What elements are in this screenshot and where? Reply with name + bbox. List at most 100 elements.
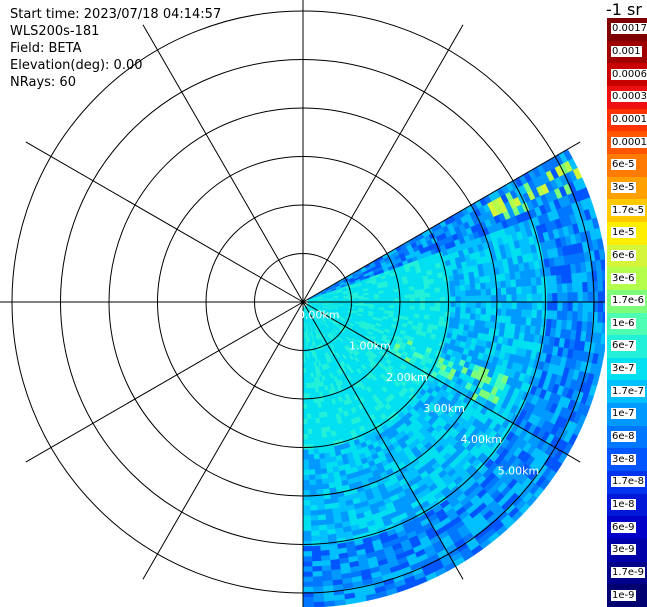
data-cell (597, 312, 604, 324)
data-cell (561, 283, 568, 294)
data-cell (550, 275, 558, 285)
range-label: 3.00km (423, 402, 465, 415)
data-cell (460, 296, 467, 303)
data-cell (309, 499, 318, 506)
data-cell (572, 311, 579, 322)
data-cell (309, 479, 317, 486)
data-cell (317, 509, 326, 516)
data-cell (394, 298, 400, 303)
data-cell (526, 293, 533, 303)
data-cell (433, 277, 440, 284)
data-cell (439, 311, 446, 318)
data-cell (302, 535, 312, 542)
data-cell (577, 301, 584, 312)
data-cell (582, 311, 589, 323)
data-cell (302, 423, 308, 430)
data-cell (424, 310, 431, 316)
data-cell (479, 320, 486, 328)
data-cell (302, 520, 312, 527)
data-cell (308, 464, 315, 471)
data-cell (459, 284, 466, 292)
colorbar-label: 1e-7 (611, 408, 636, 420)
data-cell (313, 458, 321, 465)
data-cell (505, 279, 512, 289)
data-cell (310, 530, 320, 537)
data-cell (556, 319, 563, 330)
data-cell (383, 292, 390, 297)
data-cell (307, 449, 314, 455)
data-cell (516, 301, 523, 310)
data-cell (302, 393, 307, 399)
colorbar-label: 1.7e-9 (611, 567, 646, 579)
data-cell (320, 549, 330, 557)
data-cell (551, 284, 558, 294)
data-cell (311, 423, 317, 430)
data-cell (530, 277, 537, 287)
data-cell (388, 292, 395, 297)
colorbar-label: 0.001 (611, 45, 642, 57)
data-cell (310, 510, 319, 516)
data-cell (306, 413, 312, 420)
data-cell (535, 276, 542, 286)
data-cell (302, 454, 309, 461)
data-cell (409, 293, 416, 299)
data-cell (312, 438, 319, 445)
data-cell (312, 576, 323, 583)
data-cell (464, 278, 471, 286)
data-cell (541, 293, 548, 303)
data-cell (434, 306, 441, 312)
data-cell (373, 296, 380, 300)
data-cell (526, 285, 533, 295)
data-cell (428, 283, 435, 289)
data-cell (602, 280, 605, 292)
colorbar-label: 1e-8 (611, 499, 636, 511)
data-cell (314, 463, 321, 470)
data-cell (547, 293, 553, 303)
data-cell (302, 515, 311, 522)
data-cell (318, 524, 328, 531)
data-cell (587, 281, 594, 293)
data-cell (313, 407, 319, 414)
data-cell (521, 301, 528, 311)
data-cell (305, 372, 309, 379)
data-cell (312, 565, 323, 572)
data-cell (469, 319, 476, 327)
colorbar-label: 3e-8 (611, 453, 636, 465)
data-cell (470, 295, 477, 303)
data-cell (536, 301, 543, 311)
data-cell (394, 304, 400, 309)
data-cell (308, 454, 315, 460)
data-cell (536, 285, 543, 295)
data-cell (424, 292, 431, 298)
range-label: 1.00km (349, 340, 391, 353)
colorbar-label: 0.0003 (611, 91, 647, 103)
data-cell (419, 301, 426, 307)
data-cell (562, 292, 569, 303)
data-cell (309, 392, 314, 399)
data-cell (434, 311, 441, 317)
data-cell (475, 295, 482, 303)
data-cell (414, 293, 421, 299)
data-cell (419, 293, 426, 299)
data-cell (520, 278, 527, 287)
data-cell (531, 285, 538, 295)
data-cell (314, 473, 322, 481)
data-cell (464, 284, 471, 291)
data-cell (602, 312, 605, 324)
data-cell (551, 310, 558, 320)
data-cell (556, 310, 563, 321)
data-cell (302, 525, 312, 532)
data-cell (314, 412, 320, 419)
data-cell (484, 275, 491, 284)
data-cell (490, 314, 497, 323)
data-cell (302, 469, 310, 476)
data-cell (430, 297, 436, 303)
data-cell (312, 586, 324, 593)
data-cell (302, 576, 313, 583)
colorbar-label: 3e-9 (611, 544, 636, 556)
data-cell (450, 301, 456, 308)
data-cell (511, 294, 518, 303)
data-cell (598, 248, 605, 261)
data-cell (438, 316, 446, 323)
data-cell (433, 315, 440, 322)
